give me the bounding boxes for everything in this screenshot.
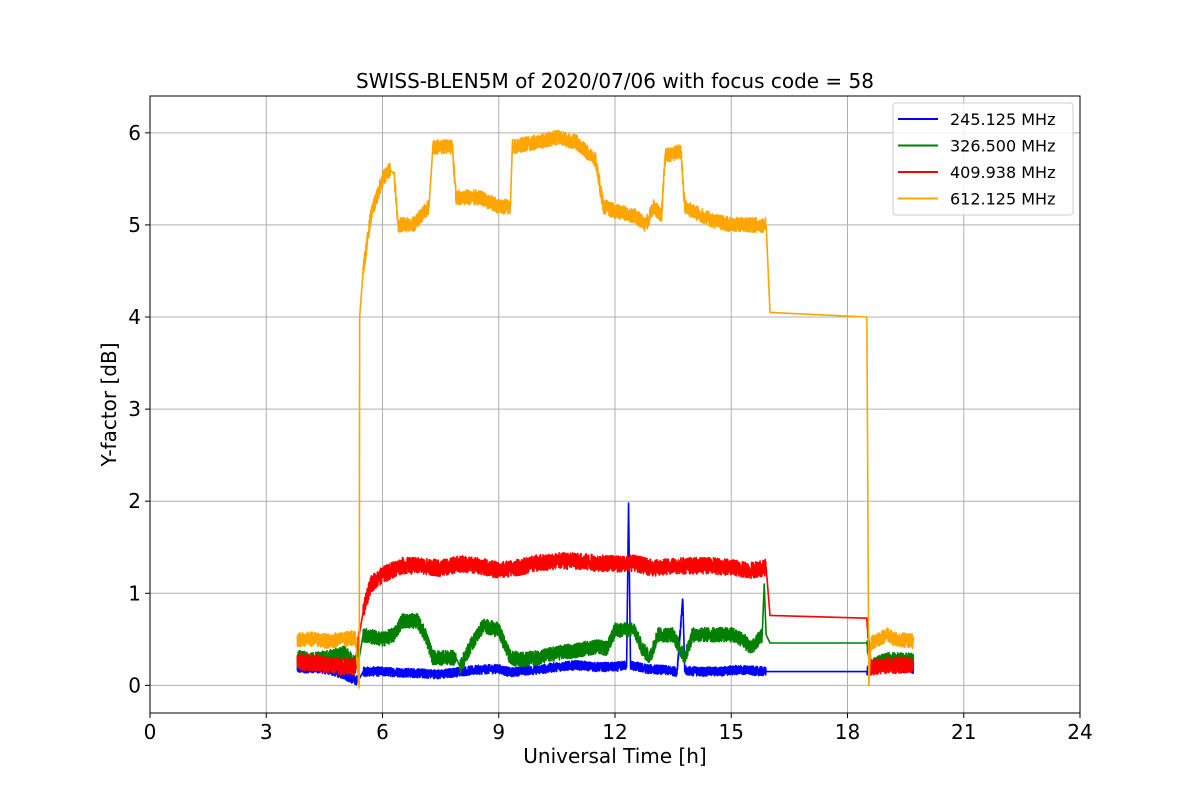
y-axis-label: Y-factor [dB]: [97, 342, 121, 467]
series-line-1: [296, 502, 915, 686]
y-tick-label: 4: [128, 305, 141, 329]
y-tick-label: 1: [128, 581, 141, 605]
x-tick-label: 18: [835, 720, 860, 744]
series-line-2: [296, 583, 915, 675]
y-tick-label: 3: [128, 397, 141, 421]
x-ticks: 0 3 6 9 12 15 18 21 24: [144, 713, 1093, 744]
x-tick-label: 24: [1067, 720, 1092, 744]
x-tick-label: 9: [492, 720, 505, 744]
y-tick-label: 0: [128, 673, 141, 697]
series-line-3: [296, 551, 915, 676]
y-tick-label: 6: [128, 121, 141, 145]
y-tick-label: 2: [128, 489, 141, 513]
legend-label-3: 409.938 MHz: [950, 163, 1055, 182]
x-tick-label: 21: [951, 720, 976, 744]
series-line-4: [296, 129, 915, 689]
legend-label-1: 245.125 MHz: [950, 110, 1055, 129]
y-ticks: 0 1 2 3 4 5 6: [128, 121, 150, 697]
legend-label-2: 326.500 MHz: [950, 137, 1055, 156]
x-tick-label: 15: [719, 720, 744, 744]
x-tick-label: 0: [144, 720, 157, 744]
series-group: [296, 129, 915, 689]
y-tick-label: 5: [128, 213, 141, 237]
x-tick-label: 3: [260, 720, 273, 744]
x-tick-label: 12: [602, 720, 627, 744]
x-tick-label: 6: [376, 720, 389, 744]
legend-label-4: 612.125 MHz: [950, 190, 1055, 209]
legend: 245.125 MHz 326.500 MHz 409.938 MHz 612.125…: [892, 102, 1074, 216]
chart-title: SWISS-BLEN5M of 2020/07/06 with focus co…: [356, 69, 874, 93]
legend-box: [892, 102, 1074, 216]
x-axis-label: Universal Time [h]: [523, 744, 706, 768]
